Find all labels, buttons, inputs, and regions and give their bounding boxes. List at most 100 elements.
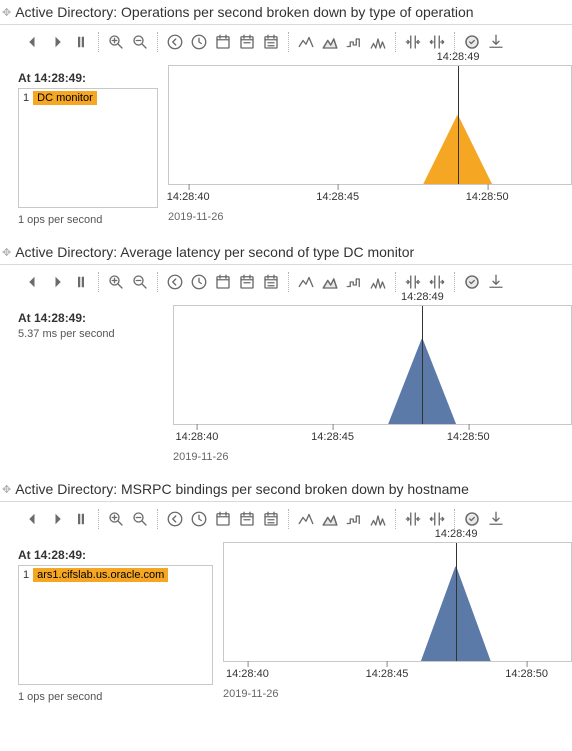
analytics-panel: ✥ Active Directory: MSRPC bindings per s… — [0, 477, 572, 717]
pause-icon[interactable] — [70, 31, 92, 53]
zoom-in-icon[interactable] — [105, 31, 127, 53]
x-tick-label: 14:28:50 — [466, 191, 509, 203]
hover-time-label: 14:28:49 — [401, 291, 444, 303]
peaks-chart-icon[interactable] — [367, 31, 389, 53]
zoom-out-icon[interactable] — [129, 508, 151, 530]
line-chart-icon[interactable] — [295, 271, 317, 293]
time-next-icon[interactable] — [188, 31, 210, 53]
line-chart-icon[interactable] — [295, 31, 317, 53]
forward-icon[interactable] — [46, 271, 68, 293]
analytics-panel: ✥ Active Directory: Average latency per … — [0, 240, 572, 477]
time-prev-icon[interactable] — [164, 508, 186, 530]
panel-title-text: Active Directory: Operations per second … — [15, 4, 473, 20]
time-next-icon[interactable] — [188, 271, 210, 293]
legend-box[interactable]: 1 ars1.cifslab.us.oracle.com — [18, 565, 213, 685]
calendar-day-icon[interactable] — [260, 31, 282, 53]
calendar-day-icon[interactable] — [260, 271, 282, 293]
back-icon[interactable] — [22, 271, 44, 293]
x-axis: 14:28:4014:28:4514:28:50 — [173, 431, 572, 449]
x-tick-label: 14:28:45 — [316, 191, 359, 203]
move-handle-icon[interactable]: ✥ — [2, 483, 11, 496]
legend-swatch: DC monitor — [33, 91, 97, 105]
back-icon[interactable] — [22, 508, 44, 530]
export-icon[interactable] — [485, 508, 507, 530]
time-prev-icon[interactable] — [164, 271, 186, 293]
move-handle-icon[interactable]: ✥ — [2, 246, 11, 259]
x-tick-label: 14:28:40 — [226, 668, 269, 680]
peaks-chart-icon[interactable] — [367, 271, 389, 293]
zoom-out-icon[interactable] — [129, 31, 151, 53]
panel-title-text: Active Directory: Average latency per se… — [15, 244, 414, 260]
hover-line — [458, 66, 459, 184]
calendar-hour-icon[interactable] — [236, 31, 258, 53]
x-tick-label: 14:28:40 — [167, 191, 210, 203]
line-chart-icon[interactable] — [295, 508, 317, 530]
calendar-hour-icon[interactable] — [236, 508, 258, 530]
zoom-in-icon[interactable] — [105, 508, 127, 530]
legend-row[interactable]: 1 ars1.cifslab.us.oracle.com — [19, 566, 212, 584]
mountain-chart-icon[interactable] — [319, 508, 341, 530]
calendar-minute-icon[interactable] — [212, 508, 234, 530]
x-axis-date: 2019-11-26 — [168, 211, 572, 223]
collapse-in-icon[interactable] — [402, 31, 424, 53]
legend-time: At 14:28:49: — [18, 71, 158, 85]
step-chart-icon[interactable] — [343, 271, 365, 293]
time-prev-icon[interactable] — [164, 31, 186, 53]
collapse-in-icon[interactable] — [402, 271, 424, 293]
peaks-chart-icon[interactable] — [367, 508, 389, 530]
panel-title[interactable]: ✥ Active Directory: Average latency per … — [0, 240, 572, 265]
x-axis: 14:28:40 14:28:45 14:28:50 — [168, 191, 572, 209]
chart[interactable]: 14:28:49 14:28:4014:28:4514:28:50 2019-1… — [173, 305, 572, 463]
collapse-out-icon[interactable] — [426, 271, 448, 293]
back-icon[interactable] — [22, 31, 44, 53]
pause-icon[interactable] — [70, 508, 92, 530]
export-icon[interactable] — [485, 271, 507, 293]
collapse-out-icon[interactable] — [426, 31, 448, 53]
legend-time: At 14:28:49: — [18, 548, 213, 562]
panel-title[interactable]: ✥ Active Directory: Operations per secon… — [0, 0, 572, 25]
time-next-icon[interactable] — [188, 508, 210, 530]
move-handle-icon[interactable]: ✥ — [2, 6, 11, 19]
calendar-minute-icon[interactable] — [212, 31, 234, 53]
legend-time: At 14:28:49: — [18, 311, 163, 325]
forward-icon[interactable] — [46, 508, 68, 530]
export-icon[interactable] — [485, 31, 507, 53]
x-axis: 14:28:4014:28:4514:28:50 — [223, 668, 572, 686]
zoom-out-icon[interactable] — [129, 271, 151, 293]
collapse-out-icon[interactable] — [426, 508, 448, 530]
x-tick-label: 14:28:45 — [311, 431, 354, 443]
chart[interactable]: 14:28:49 14:28:4014:28:4514:28:50 2019-1… — [168, 65, 572, 223]
step-chart-icon[interactable] — [343, 508, 365, 530]
drill-down-icon[interactable] — [461, 271, 483, 293]
chart[interactable]: 14:28:49 14:28:4014:28:4514:28:50 2019-1… — [223, 542, 572, 700]
forward-icon[interactable] — [46, 31, 68, 53]
hover-time-label: 14:28:49 — [437, 51, 480, 63]
mountain-chart-icon[interactable] — [319, 31, 341, 53]
legend-summary: 1 ops per second — [18, 214, 158, 226]
drill-down-icon[interactable] — [461, 508, 483, 530]
panel-title[interactable]: ✥ Active Directory: MSRPC bindings per s… — [0, 477, 572, 502]
calendar-hour-icon[interactable] — [236, 271, 258, 293]
toolbar — [0, 265, 572, 299]
toolbar — [0, 502, 572, 536]
toolbar — [0, 25, 572, 59]
step-chart-icon[interactable] — [343, 31, 365, 53]
x-axis-date: 2019-11-26 — [173, 451, 572, 463]
pause-icon[interactable] — [70, 271, 92, 293]
panel-title-text: Active Directory: MSRPC bindings per sec… — [15, 481, 469, 497]
hover-time-label: 14:28:49 — [435, 528, 478, 540]
legend-box[interactable]: 1 DC monitor — [18, 88, 158, 208]
legend-row[interactable]: 1 DC monitor — [19, 89, 157, 107]
hover-line — [456, 543, 457, 661]
legend-summary: 1 ops per second — [18, 691, 213, 703]
x-axis-date: 2019-11-26 — [223, 688, 572, 700]
zoom-in-icon[interactable] — [105, 271, 127, 293]
calendar-day-icon[interactable] — [260, 508, 282, 530]
x-tick-label: 14:28:50 — [447, 431, 490, 443]
collapse-in-icon[interactable] — [402, 508, 424, 530]
legend-swatch: ars1.cifslab.us.oracle.com — [33, 568, 168, 582]
legend-count: 1 — [23, 569, 29, 581]
drill-down-icon[interactable] — [461, 31, 483, 53]
calendar-minute-icon[interactable] — [212, 271, 234, 293]
mountain-chart-icon[interactable] — [319, 271, 341, 293]
